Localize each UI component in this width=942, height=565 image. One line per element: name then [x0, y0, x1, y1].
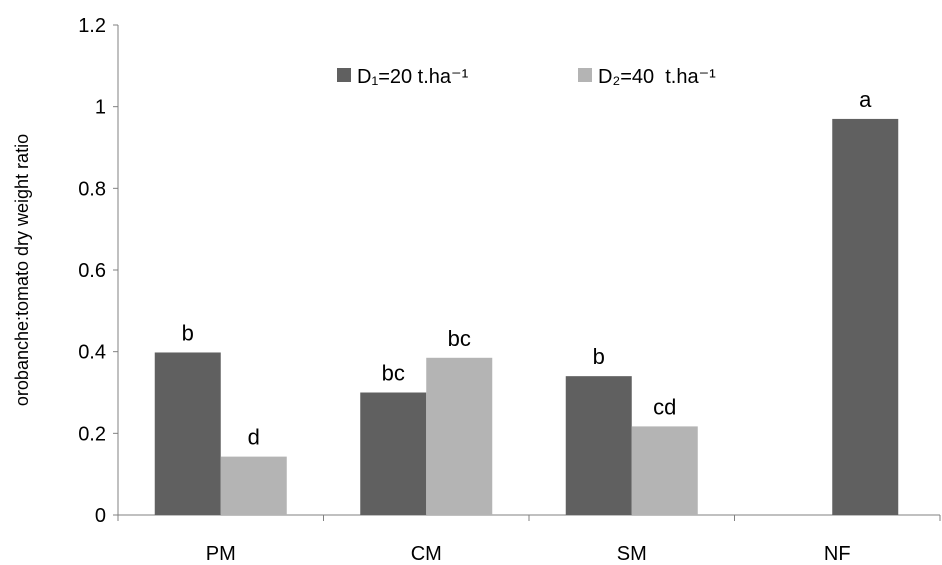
- bar-cm-series-2: [426, 357, 493, 515]
- significance-label: a: [859, 87, 872, 112]
- y-tick-label: 1.2: [78, 15, 106, 37]
- legend-label-d1: D₁=20 t.ha⁻¹: [357, 66, 469, 88]
- chart-axes: [117, 25, 940, 516]
- legend-label-d2: D₂=40 t.ha⁻¹: [598, 66, 716, 88]
- legend-swatch-d2: [578, 68, 592, 82]
- x-category-label: SM: [617, 543, 647, 565]
- significance-label: cd: [653, 394, 676, 419]
- y-tick-label: 0.2: [78, 423, 106, 445]
- y-tick-label: 1: [95, 97, 106, 119]
- bar-series: [154, 118, 899, 516]
- legend-swatch-d1: [337, 68, 351, 82]
- y-tick-label: 0.4: [78, 342, 106, 364]
- y-axis-label: orobanche:tomato dry weight ratio: [12, 134, 32, 406]
- significance-label: b: [182, 320, 194, 345]
- bar-pm-series-2: [220, 456, 287, 515]
- significance-label: bc: [382, 361, 405, 386]
- y-axis-ticks: 0 0.2 0.4 0.6 0.8 1 1.2: [78, 15, 118, 527]
- x-category-label: PM: [206, 543, 236, 565]
- y-tick-label: 0.6: [78, 260, 106, 282]
- y-tick-label: 0.8: [78, 178, 106, 200]
- significance-label: b: [593, 344, 605, 369]
- x-category-label: CM: [411, 543, 442, 565]
- bar-sm-series-1: [565, 376, 632, 515]
- bar-cm-series-1: [360, 392, 427, 515]
- x-axis-categories: PM CM SM NF: [117, 515, 941, 565]
- y-tick-label: 0: [95, 505, 106, 527]
- legend: D₁=20 t.ha⁻¹ D₂=40 t.ha⁻¹: [337, 66, 716, 88]
- significance-label: d: [248, 425, 260, 450]
- bar-pm-series-1: [154, 352, 221, 515]
- x-category-label: NF: [824, 543, 851, 565]
- significance-labels: b d bc bc b cd a: [182, 87, 873, 450]
- bar-sm-series-2: [631, 426, 698, 515]
- significance-label: bc: [448, 326, 471, 351]
- bar-nf-series-1: [832, 118, 899, 516]
